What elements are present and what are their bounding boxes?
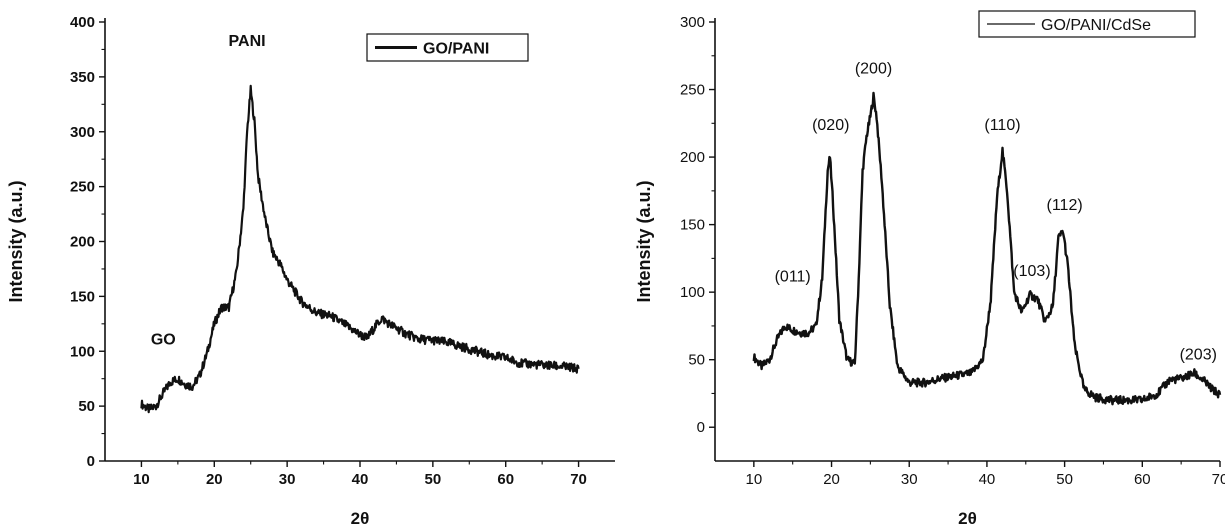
y-tick-label: 350 <box>70 69 95 86</box>
x-tick-label: 10 <box>746 471 763 488</box>
y-tick-label: 150 <box>70 288 95 305</box>
x-tick-label: 10 <box>133 471 150 488</box>
x-tick-label: 40 <box>979 471 996 488</box>
y-axis-label: Intensity (a.u.) <box>634 180 654 302</box>
y-tick-label: 50 <box>78 398 95 415</box>
x-tick-label: 50 <box>1056 471 1073 488</box>
chart-go-pani: 10 20 30 40 50 60 70 0 50 100 150 200 250 300 350 400 2θ… <box>6 14 615 528</box>
peak-annotation: (011) <box>775 268 811 285</box>
x-axis-label: 2θ <box>958 509 977 528</box>
legend-label: GO/PANI/CdSe <box>1041 17 1151 34</box>
y-tick-label: 0 <box>697 419 705 436</box>
peak-annotation: (203) <box>1180 347 1217 364</box>
y-tick-label: 100 <box>680 284 705 301</box>
x-tick-label: 70 <box>570 471 587 488</box>
y-tick-label: 400 <box>70 14 95 31</box>
y-tick-label: 300 <box>680 14 705 31</box>
x-tick-label: 30 <box>279 471 296 488</box>
y-tick-label: 200 <box>70 234 95 251</box>
peak-annotation: (103) <box>1013 263 1050 280</box>
x-tick-label: 20 <box>206 471 223 488</box>
y-axis-label: Intensity (a.u.) <box>6 180 26 302</box>
peak-annotation: GO <box>151 332 176 349</box>
x-tick-label: 40 <box>352 471 369 488</box>
x-tick-label: 60 <box>497 471 514 488</box>
series-line-0 <box>140 84 580 414</box>
peak-annotation: (200) <box>855 60 892 77</box>
peak-annotation: (020) <box>812 117 849 134</box>
x-tick-label: 30 <box>901 471 918 488</box>
x-tick-label: 20 <box>823 471 840 488</box>
peak-annotation: PANI <box>229 33 266 50</box>
x-tick-label: 60 <box>1134 471 1151 488</box>
chart-go-pani-cdse: 10 20 30 40 50 60 70 0 50 100 150 200 250 300 2θ Intens… <box>634 10 1225 528</box>
legend-label: GO/PANI <box>423 41 489 58</box>
y-tick-label: 250 <box>680 82 705 99</box>
series-line-0 <box>752 91 1222 406</box>
peak-annotation: (112) <box>1047 197 1083 214</box>
y-tick-label: 0 <box>87 453 95 470</box>
y-tick-label: 150 <box>680 217 705 234</box>
peak-annotation: (110) <box>984 117 1020 134</box>
y-tick-label: 250 <box>70 179 95 196</box>
x-tick-label: 50 <box>425 471 442 488</box>
y-tick-label: 50 <box>688 352 705 369</box>
y-tick-label: 300 <box>70 124 95 141</box>
x-axis-label: 2θ <box>351 509 370 528</box>
y-tick-label: 100 <box>70 343 95 360</box>
x-tick-label: 70 <box>1212 471 1225 488</box>
y-tick-label: 200 <box>680 149 705 166</box>
